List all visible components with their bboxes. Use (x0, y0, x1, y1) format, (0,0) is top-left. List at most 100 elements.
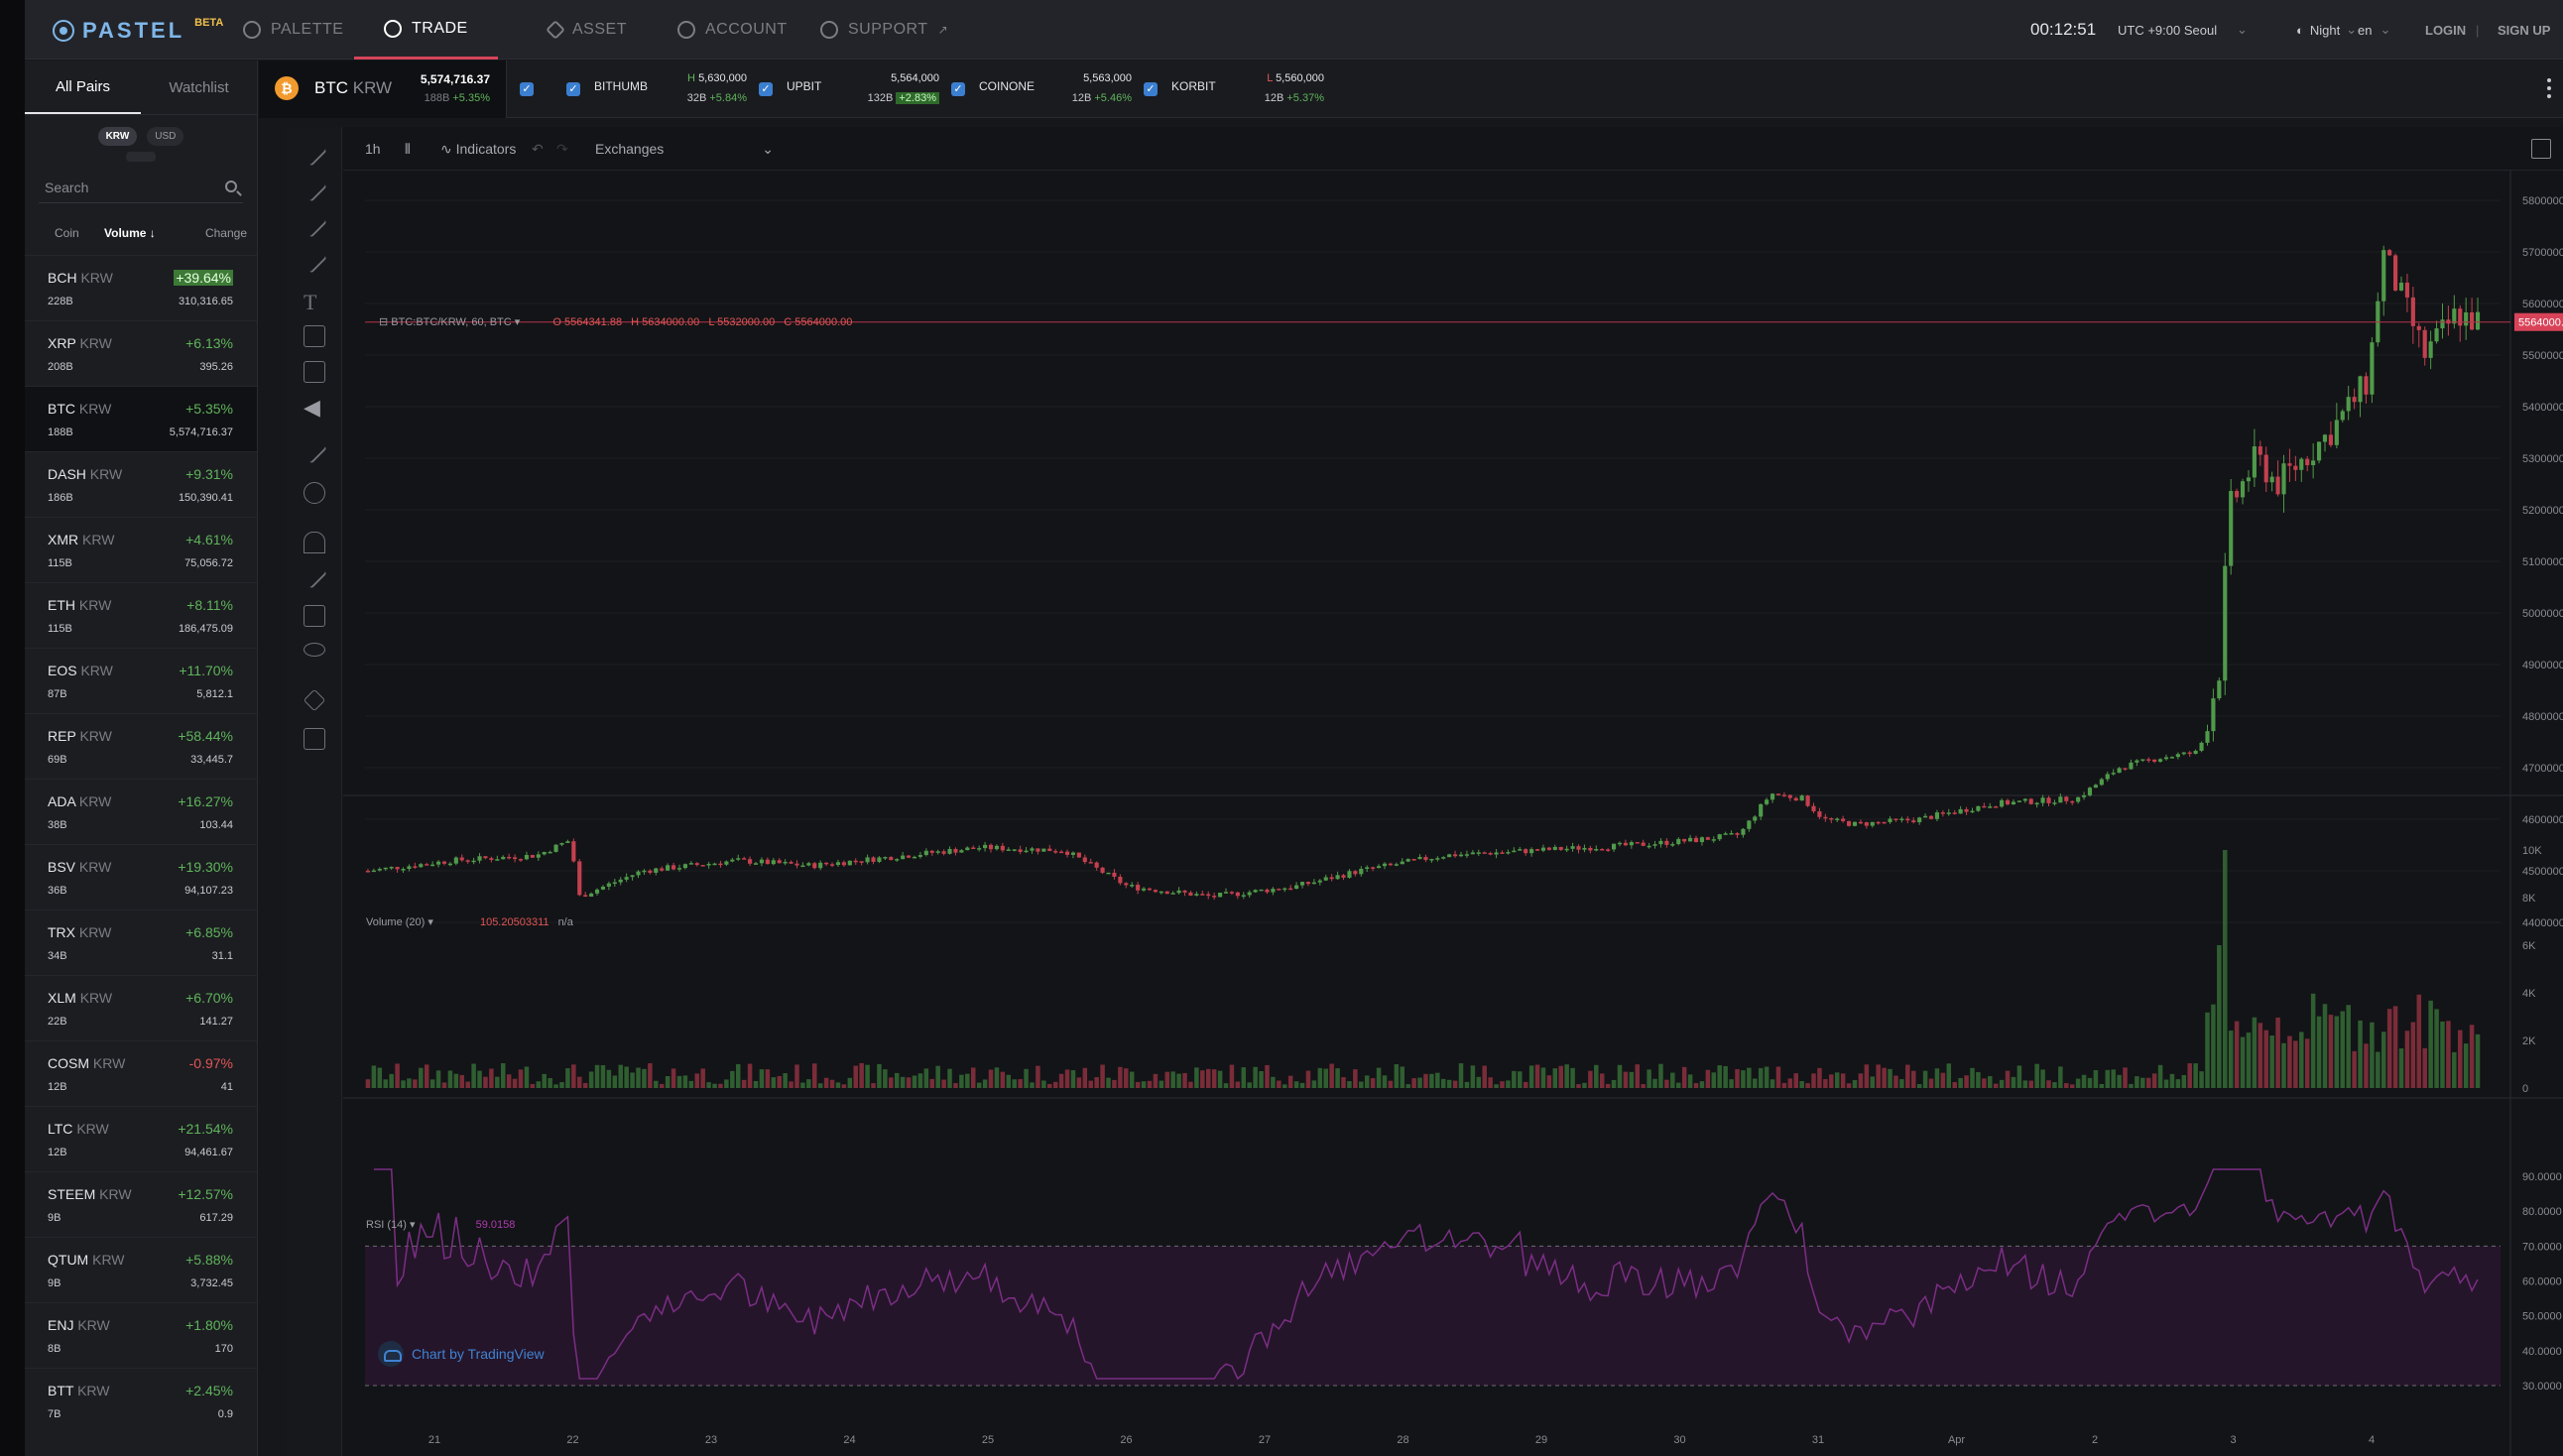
volume-bar (2199, 1071, 2204, 1088)
coin-row-steem[interactable]: STEEM KRW 9B +12.57% 617.29 (25, 1171, 257, 1237)
brand-logo[interactable]: PASTEL BETA (53, 17, 223, 44)
coin-row-enj[interactable]: ENJ KRW 8B +1.80% 170 (25, 1302, 257, 1368)
ruler-icon[interactable] (302, 438, 327, 464)
select-all-checkbox[interactable]: ✓ (520, 82, 534, 96)
collapse-handle[interactable] (126, 152, 156, 162)
legend-collapse-icon[interactable]: ⊟ (379, 316, 389, 328)
chart-canvas[interactable]: 5800000.00 5700000.00 5600000.00 5500000.00… (343, 171, 2563, 1456)
tab-all-pairs[interactable]: All Pairs (25, 61, 141, 114)
language-select[interactable]: en ⌄ (2358, 22, 2391, 38)
lock-icon[interactable] (304, 605, 325, 627)
exchange-checkbox-bithumb[interactable]: ✓ (566, 82, 580, 96)
candle-body (606, 883, 611, 887)
coin-row-ada[interactable]: ADA KRW 38B +16.27% 103.44 (25, 779, 257, 844)
volume-bar (2211, 1004, 2216, 1088)
coin-price: 3,732.45 (190, 1277, 233, 1289)
theme-select[interactable]: ◐ Night ⌄ (2296, 22, 2358, 38)
coin-price: 0.9 (217, 1408, 233, 1420)
trash-icon[interactable] (304, 728, 325, 750)
coin-row-btc[interactable]: BTC KRW 188B +5.35% 5,574,716.37 (25, 386, 257, 451)
indicators-button[interactable]: ∿ Indicators (440, 141, 517, 157)
rsi-tick-label: 60.0000 (2522, 1276, 2562, 1288)
rsi-label[interactable]: RSI (14) (366, 1219, 407, 1231)
column-coin[interactable]: Coin (55, 226, 79, 240)
currency-usd-button[interactable]: USD (147, 127, 184, 146)
nav-asset[interactable]: ASSET (546, 0, 627, 60)
pattern-icon[interactable] (304, 325, 325, 347)
volume-bar (1982, 1078, 1987, 1088)
brush-icon[interactable] (302, 248, 327, 274)
volume-bar (548, 1078, 552, 1088)
redo-icon[interactable]: ↷ (556, 141, 568, 157)
eye-icon[interactable] (304, 643, 325, 657)
column-change[interactable]: Change (204, 226, 247, 240)
coin-row-bsv[interactable]: BSV KRW 36B +19.30% 94,107.23 (25, 844, 257, 910)
price-tick-label: 5000000.00 (2522, 608, 2563, 620)
coin-row-eos[interactable]: EOS KRW 87B +11.70% 5,812.1 (25, 648, 257, 713)
volume-label[interactable]: Volume (20) (366, 916, 426, 928)
fullscreen-icon[interactable] (2531, 139, 2551, 159)
timezone-select[interactable]: UTC +9:00 Seoul (2118, 22, 2218, 38)
candle-body (2252, 446, 2257, 478)
coin-row-xrp[interactable]: XRP KRW 208B +6.13% 395.26 (25, 320, 257, 386)
exchanges-select[interactable]: Exchanges ⌄ (595, 141, 774, 157)
volume-bar (2263, 1030, 2268, 1088)
coin-row-xlm[interactable]: XLM KRW 22B +6.70% 141.27 (25, 975, 257, 1040)
column-volume[interactable]: Volume ↓ (104, 226, 156, 240)
coin-volume: 8B (48, 1343, 61, 1355)
zoom-icon[interactable] (304, 482, 325, 504)
selected-pair[interactable]: ₿ BTC KRW 5,574,716.37 188B +5.35% (259, 61, 507, 118)
exchange-checkbox-coinone[interactable]: ✓ (951, 82, 965, 96)
more-options-icon[interactable] (2547, 78, 2551, 98)
exchange-checkbox-upbit[interactable]: ✓ (759, 82, 773, 96)
coin-row-qtum[interactable]: QTUM KRW 9B +5.88% 3,732.45 (25, 1237, 257, 1302)
candle-body (2081, 794, 2087, 797)
text-icon[interactable]: T (304, 290, 317, 314)
coin-row-dash[interactable]: DASH KRW 186B +9.31% 150,390.41 (25, 451, 257, 517)
coin-row-eth[interactable]: ETH KRW 115B +8.11% 186,475.09 (25, 582, 257, 648)
coin-row-cosm[interactable]: COSM KRW 12B -0.97% 41 (25, 1040, 257, 1106)
nav-palette[interactable]: PALETTE (243, 0, 343, 60)
coin-row-trx[interactable]: TRX KRW 34B +6.85% 31.1 (25, 910, 257, 975)
login-link[interactable]: LOGIN (2425, 22, 2467, 38)
pair-name: BTC KRW (314, 78, 393, 97)
coin-row-btt[interactable]: BTT KRW 7B +2.45% 0.9 (25, 1368, 257, 1433)
currency-krw-button[interactable]: KRW (97, 127, 138, 146)
volume-bar (1341, 1077, 1346, 1088)
candle-body (730, 859, 735, 862)
undo-icon[interactable]: ↶ (532, 141, 544, 157)
trendline-icon[interactable] (302, 177, 327, 202)
interval-select[interactable]: 1h (365, 141, 381, 157)
tab-watchlist[interactable]: Watchlist (169, 78, 229, 96)
crosshair-icon[interactable] (302, 141, 327, 167)
search-input[interactable] (39, 174, 217, 201)
lock-draw-icon[interactable] (302, 563, 327, 589)
coin-row-rep[interactable]: REP KRW 69B +58.44% 33,445.7 (25, 713, 257, 779)
coin-row-ltc[interactable]: LTC KRW 12B +21.54% 94,461.67 (25, 1106, 257, 1171)
candle-type-icon[interactable]: ⫴ (405, 141, 411, 157)
nav-trade[interactable]: TRADE (354, 0, 498, 60)
symbol-label[interactable]: BTC:BTC/KRW, 60, BTC (391, 316, 512, 328)
prediction-icon[interactable] (304, 361, 325, 383)
layers-icon[interactable] (303, 688, 326, 712)
fib-icon[interactable] (302, 212, 327, 238)
volume-bar (1411, 1078, 1416, 1088)
exchange-checkbox-korbit[interactable]: ✓ (1144, 82, 1158, 96)
signup-link[interactable]: SIGN UP (2498, 22, 2551, 38)
tradingview-attribution[interactable]: Chart by TradingView (378, 1341, 545, 1367)
candle-body (425, 864, 429, 866)
coin-row-xmr[interactable]: XMR KRW 115B +4.61% 75,056.72 (25, 517, 257, 582)
volume-bar (853, 1065, 858, 1088)
search-icon[interactable] (225, 181, 237, 192)
magnet-icon[interactable] (304, 532, 325, 553)
nav-support[interactable]: SUPPORT ↗ (820, 0, 948, 60)
back-arrow-icon[interactable]: ◀ (304, 395, 320, 420)
candle-body (2358, 376, 2363, 403)
coin-row-bch[interactable]: BCH KRW 228B +39.64% 310,316.65 (25, 255, 257, 320)
coin-symbol: REP KRW (48, 728, 112, 744)
nav-account[interactable]: ACCOUNT (677, 0, 788, 60)
chevron-down-icon[interactable]: ⌄ (2237, 22, 2248, 37)
volume-bar (1405, 1084, 1410, 1088)
volume-bar (477, 1070, 482, 1088)
candle-body (648, 870, 653, 873)
